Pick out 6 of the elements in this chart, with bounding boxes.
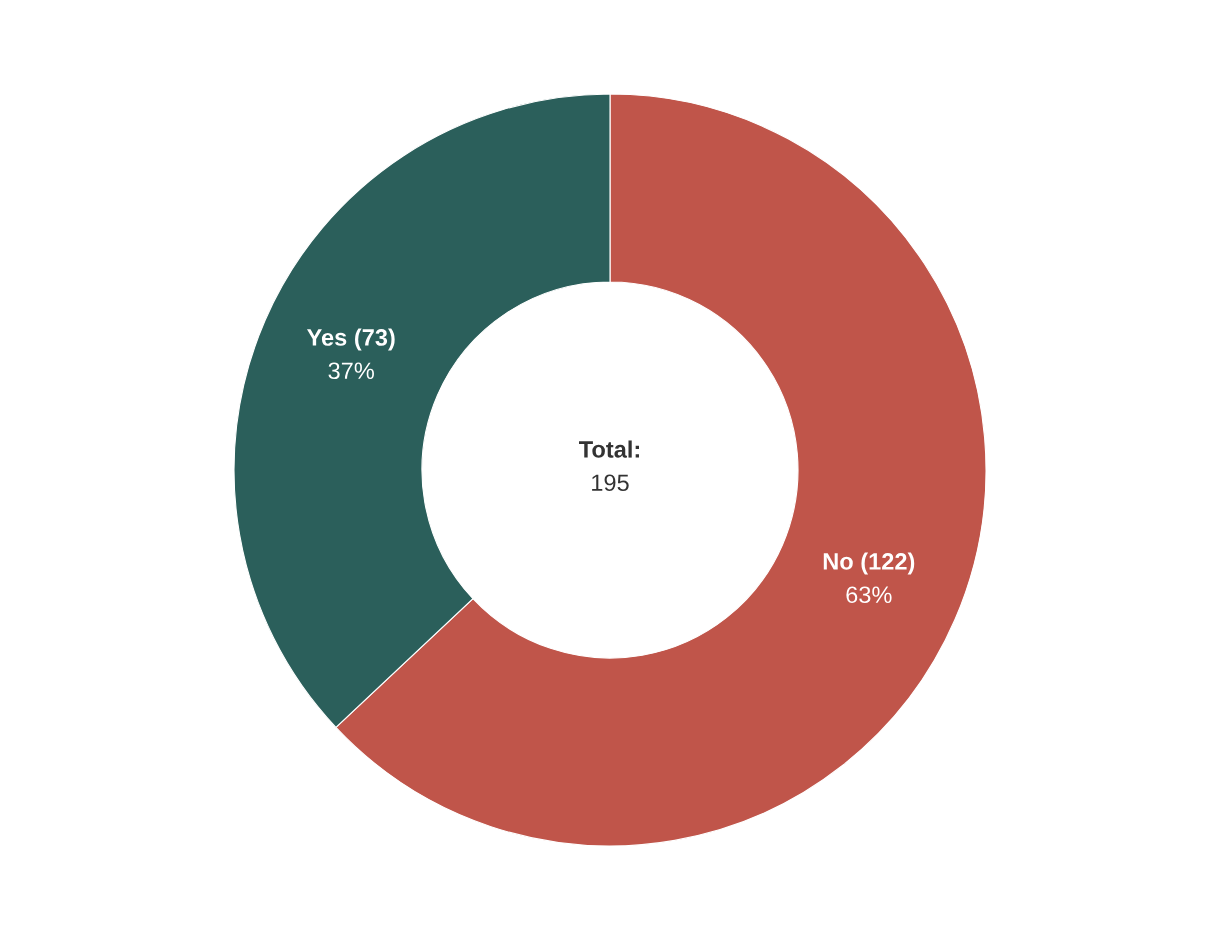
data-label: 63% — [846, 586, 892, 604]
text: 195 — [592, 474, 629, 492]
slice-label: Yes (73) — [306, 328, 395, 351]
slice-label: No (122) — [823, 552, 915, 575]
text: Total: — [579, 440, 639, 458]
data-label: 37% — [328, 362, 374, 380]
